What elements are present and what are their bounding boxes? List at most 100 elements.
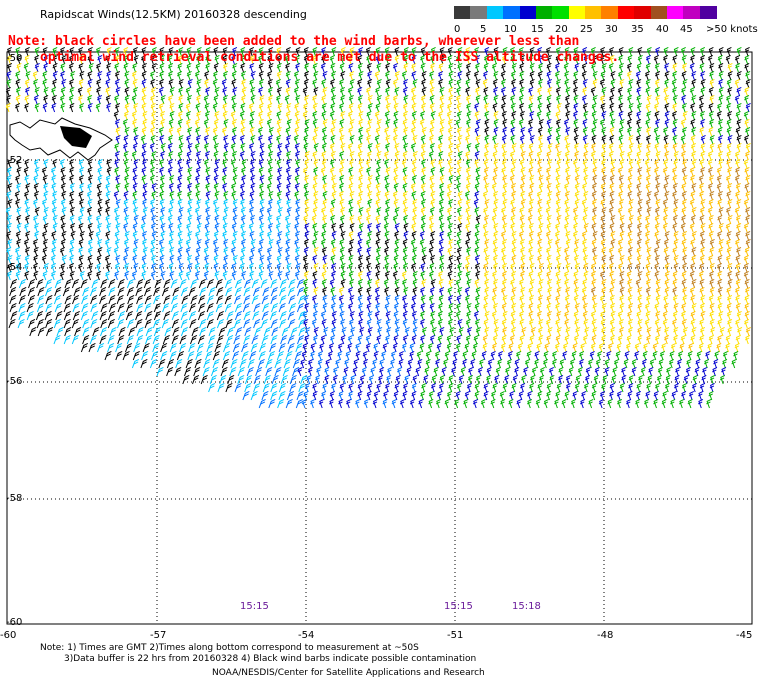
wind-barb: [294, 150, 301, 161]
wind-barb: [365, 334, 371, 345]
wind-barb: [132, 222, 138, 233]
wind-barb: [591, 214, 597, 225]
wind-barb: [570, 398, 577, 409]
wind-barb: [420, 302, 426, 313]
wind-barb: [358, 126, 364, 137]
wind-barb: [502, 310, 508, 321]
wind-barb: [24, 86, 31, 97]
wind-barb: [511, 302, 517, 313]
wind-barb: [497, 350, 504, 361]
wind-barb: [456, 246, 462, 257]
wind-barb: [665, 374, 671, 385]
wind-barb: [580, 342, 586, 353]
wind-barb: [448, 70, 454, 81]
wind-barb: [663, 46, 669, 57]
wind-barb: [232, 174, 238, 185]
wind-barb: [232, 230, 238, 241]
wind-barb: [663, 238, 670, 249]
wind-barb: [115, 174, 121, 185]
wind-barb: [141, 86, 147, 97]
wind-barb: [34, 230, 40, 241]
wind-barb: [288, 318, 296, 329]
wind-barb: [645, 182, 651, 193]
wind-barb: [295, 94, 301, 105]
wind-barb: [736, 198, 742, 209]
wind-barb: [564, 134, 570, 145]
wind-barb: [402, 214, 409, 225]
wind-barb: [600, 222, 606, 233]
wind-barb: [555, 190, 561, 201]
wind-barb: [574, 238, 580, 249]
wind-barb: [558, 366, 564, 377]
wind-barb: [303, 286, 309, 297]
wind-barb: [348, 262, 354, 273]
wind-barb: [262, 382, 270, 393]
wind-barb: [726, 246, 732, 257]
wind-barb: [538, 118, 544, 129]
wind-barb: [412, 134, 418, 145]
wind-barb: [16, 166, 22, 177]
wind-barb: [700, 150, 706, 161]
wind-barb: [294, 222, 300, 233]
wind-barb: [117, 334, 125, 345]
wind-barb: [267, 350, 276, 361]
wind-barb: [86, 206, 93, 217]
wind-barb: [527, 390, 533, 401]
wind-barb: [294, 238, 300, 249]
wind-barb: [483, 150, 489, 161]
wind-barb: [394, 150, 400, 161]
wind-barb: [203, 270, 209, 281]
wind-barb: [374, 134, 380, 145]
wind-barb: [493, 222, 499, 233]
wind-barb: [401, 270, 407, 281]
wind-barb: [431, 374, 437, 385]
wind-barb: [519, 222, 526, 233]
wind-barb: [393, 302, 400, 313]
wind-barb: [218, 326, 226, 337]
wind-barb: [637, 318, 643, 329]
wind-barb: [168, 126, 174, 137]
lon-label-60: -60: [0, 630, 17, 641]
wind-barb: [583, 206, 589, 217]
wind-barb: [457, 150, 463, 161]
wind-barb: [582, 214, 588, 225]
wind-barb: [429, 254, 436, 265]
wind-barb: [535, 398, 541, 409]
wind-barb: [581, 198, 587, 209]
wind-barb: [438, 78, 444, 89]
wind-barb: [652, 342, 658, 353]
wind-barb: [28, 278, 36, 289]
wind-barb: [707, 150, 713, 161]
wind-barb: [509, 150, 516, 161]
wind-barb: [123, 238, 130, 249]
wind-barb: [430, 198, 436, 209]
wind-barb: [654, 230, 660, 241]
wind-barb: [505, 366, 511, 377]
wind-barb: [537, 382, 543, 393]
scale-swatch: [470, 6, 488, 19]
wind-barb: [493, 126, 499, 137]
wind-barb: [655, 286, 661, 297]
wind-barb: [447, 262, 454, 273]
wind-barb: [637, 294, 643, 305]
wind-barb: [276, 126, 282, 137]
wind-barb: [243, 294, 251, 305]
wind-barb: [136, 302, 144, 313]
wind-barb: [222, 70, 229, 81]
wind-barb: [727, 134, 733, 145]
wind-barb: [15, 270, 21, 281]
wind-barb: [349, 222, 355, 233]
wind-barb: [717, 270, 723, 281]
wind-barb: [619, 150, 625, 161]
wind-barb: [511, 110, 517, 121]
wind-barb: [438, 158, 444, 169]
wind-barb: [373, 350, 379, 361]
wind-barb: [60, 86, 66, 97]
wind-barb: [154, 278, 162, 289]
wind-barb: [610, 238, 616, 249]
wind-barb: [627, 110, 633, 121]
wind-barb: [144, 294, 152, 305]
wind-barb: [221, 78, 227, 89]
wind-barb: [671, 390, 677, 401]
wind-barb: [441, 366, 447, 377]
